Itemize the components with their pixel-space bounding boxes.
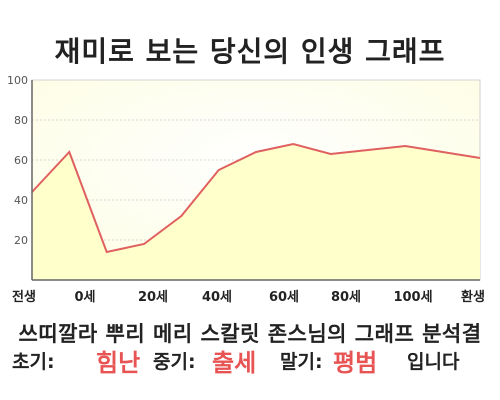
early-value: 힘난	[96, 349, 141, 377]
x-tick-label: 60세	[269, 290, 299, 305]
y-tick-label: 40	[14, 194, 28, 207]
x-tick-label: 전생	[12, 289, 36, 305]
y-axis-labels: 100 80 60 40 20	[7, 74, 28, 247]
area-fill	[32, 144, 480, 280]
y-tick-label: 100	[7, 74, 28, 87]
mid-value: 출세	[212, 349, 257, 377]
late-value: 평범	[333, 349, 378, 377]
y-tick-label: 80	[14, 114, 28, 127]
x-tick-label: 환생	[461, 289, 485, 305]
y-tick-label: 60	[14, 154, 28, 167]
x-tick-label: 100세	[393, 290, 432, 305]
life-graph-chart: 100 80 60 40 20 전생 0세 20세 40세 60세 80세 100세 환생	[7, 74, 485, 305]
mid-label: 중기:	[153, 351, 196, 373]
x-tick-label: 40세	[202, 290, 232, 305]
chart-title: 재미로 보는 당신의 인생 그래프	[54, 35, 446, 68]
late-label: 말기:	[280, 351, 323, 373]
x-axis-labels: 전생 0세 20세 40세 60세 80세 100세 환생	[12, 289, 485, 305]
x-tick-label: 20세	[138, 290, 168, 305]
y-tick-label: 20	[14, 234, 28, 247]
ending-text: 입니다	[407, 351, 460, 373]
early-label: 초기:	[12, 351, 55, 373]
analysis-subtitle: 쓰띠깔라 뿌리 메리 스칼릿 존스님의 그래프 분석결	[18, 322, 482, 346]
series-line	[31, 142, 481, 254]
x-tick-label: 80세	[331, 290, 361, 305]
x-tick-label: 0세	[74, 290, 95, 305]
